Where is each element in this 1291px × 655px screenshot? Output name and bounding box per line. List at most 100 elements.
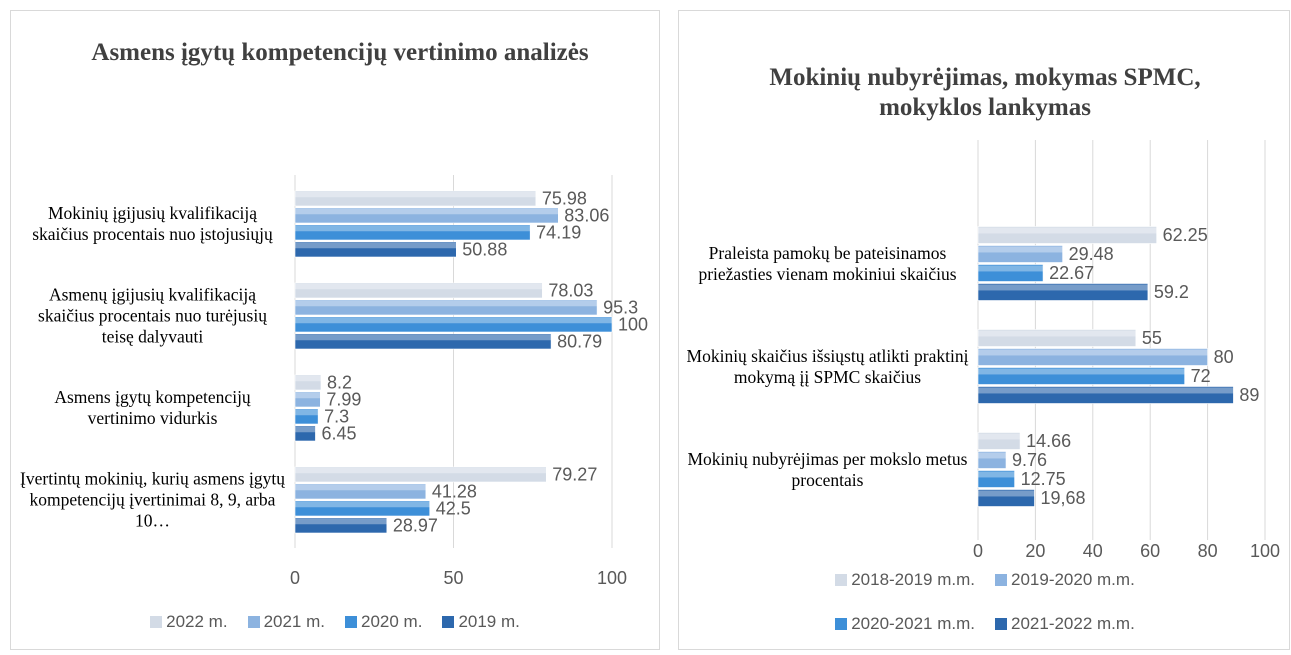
legend-swatch — [150, 616, 163, 628]
bar — [294, 408, 319, 425]
legend-swatch — [835, 574, 848, 586]
data-label: 74.19 — [536, 222, 581, 242]
data-label: 28.97 — [393, 515, 438, 535]
legend-label: 2018-2019 m.m. — [851, 570, 975, 589]
x-tick-label: 0 — [290, 568, 300, 588]
data-label: 75.98 — [542, 188, 587, 208]
data-label: 8.2 — [327, 372, 352, 392]
bar-shine — [978, 349, 1208, 356]
chart-panel — [678, 10, 1290, 650]
x-tick-label: 80 — [1198, 541, 1218, 561]
category-label: Mokinių skaičius išsiųstų atlikti prakti… — [686, 345, 969, 387]
legend-swatch — [995, 618, 1007, 630]
bar-shine — [295, 376, 321, 382]
legend-item: 2019 m. — [442, 612, 520, 632]
bar — [977, 451, 1007, 469]
bar — [294, 241, 457, 258]
data-label: 29.48 — [1069, 244, 1114, 264]
legend-swatch — [995, 574, 1007, 586]
legend-swatch — [345, 616, 357, 628]
data-label: 83.06 — [564, 205, 609, 225]
legend-label: 2022 m. — [166, 612, 228, 631]
legend-item: 2018-2019 m.m. — [835, 570, 975, 590]
bar-shine — [978, 452, 1007, 459]
category-label: Asmenų įgijusių kvalifikaciją skaičius p… — [38, 284, 267, 347]
bar-shine — [295, 226, 531, 232]
legend-label: 2019 m. — [458, 612, 520, 631]
bar-shine — [978, 284, 1148, 291]
bar-shine — [978, 490, 1035, 497]
x-tick-label: 50 — [443, 568, 463, 588]
x-tick-label: 100 — [597, 568, 627, 588]
data-label: 80 — [1214, 347, 1234, 367]
bar — [294, 282, 543, 299]
legend-swatch — [442, 616, 455, 628]
chart-title: Mokinių nubyrėjimas, mokymas SPMC, mokyk… — [769, 64, 1201, 121]
bar-shine — [295, 502, 430, 508]
legend-label: 2019-2020 m.m. — [1011, 570, 1135, 589]
bar-shine — [978, 471, 1015, 478]
bar — [294, 517, 388, 534]
bar-shine — [978, 387, 1234, 394]
data-label: 59.2 — [1154, 282, 1189, 302]
bar — [294, 500, 431, 517]
bar-shine — [295, 335, 552, 341]
category-label: Mokinių nubyrėjimas per mokslo metus pro… — [687, 448, 968, 490]
legend-label: 2021 m. — [263, 612, 325, 631]
legend-label: 2020-2021 m.m. — [851, 614, 975, 633]
data-label: 9.76 — [1012, 450, 1047, 470]
legend-label: 2020 m. — [361, 612, 423, 631]
bar — [977, 367, 1185, 385]
chart-title: Asmens įgytų kompetencijų vertinimo anal… — [91, 39, 589, 66]
bar — [977, 432, 1021, 450]
chart-panel — [10, 10, 660, 650]
data-label: 41.28 — [432, 481, 477, 501]
x-tick-label: 20 — [1025, 541, 1045, 561]
x-tick-label: 40 — [1083, 541, 1103, 561]
bar-shine — [978, 368, 1185, 375]
bar-shine — [295, 427, 316, 433]
legend-item: 2021-2022 m.m. — [995, 614, 1135, 634]
bar-shine — [295, 519, 387, 525]
x-tick-label: 100 — [1250, 541, 1280, 561]
bar-shine — [295, 243, 457, 249]
bar — [977, 245, 1063, 263]
category-label: Mokinių įgijusių kvalifikaciją skaičius … — [32, 203, 273, 244]
bar-shine — [295, 301, 598, 307]
legend-item: 2021 m. — [247, 612, 325, 632]
bar-shine — [978, 265, 1044, 272]
bar — [294, 207, 559, 224]
x-tick-label: 0 — [973, 541, 983, 561]
bar-shine — [295, 192, 536, 198]
bar-shine — [295, 209, 559, 215]
data-label: 79.27 — [552, 464, 597, 484]
bar — [977, 226, 1157, 244]
bar-shine — [978, 227, 1157, 234]
bar — [977, 283, 1149, 301]
legend: 2018-2019 m.m. 2019-2020 m.m. 2020-2021 m.… — [780, 570, 1190, 634]
bar-shine — [978, 330, 1136, 337]
legend-swatch — [247, 616, 260, 628]
data-label: 89 — [1239, 385, 1259, 405]
bar — [977, 264, 1044, 282]
bar — [294, 224, 531, 241]
bar — [294, 425, 316, 442]
bar — [294, 190, 537, 207]
bar — [294, 483, 427, 500]
bar — [977, 489, 1035, 507]
bar-shine — [295, 284, 543, 290]
bar — [294, 333, 552, 350]
data-label: 7.99 — [326, 389, 361, 409]
bar-shine — [978, 433, 1021, 440]
bar — [294, 316, 613, 333]
bar-shine — [295, 410, 319, 416]
data-label: 95.3 — [603, 297, 638, 317]
category-label: Praleista pamokų be pateisinamos priežas… — [698, 242, 957, 284]
bar — [977, 386, 1234, 404]
data-label: 22.67 — [1049, 263, 1094, 283]
legend: 2022 m. 2021 m. 2020 m. 2019 m. — [20, 612, 650, 632]
bar — [977, 329, 1137, 347]
category-label: Įvertintų mokinių, kurių asmens įgytų ko… — [20, 468, 285, 531]
bar — [294, 374, 322, 391]
